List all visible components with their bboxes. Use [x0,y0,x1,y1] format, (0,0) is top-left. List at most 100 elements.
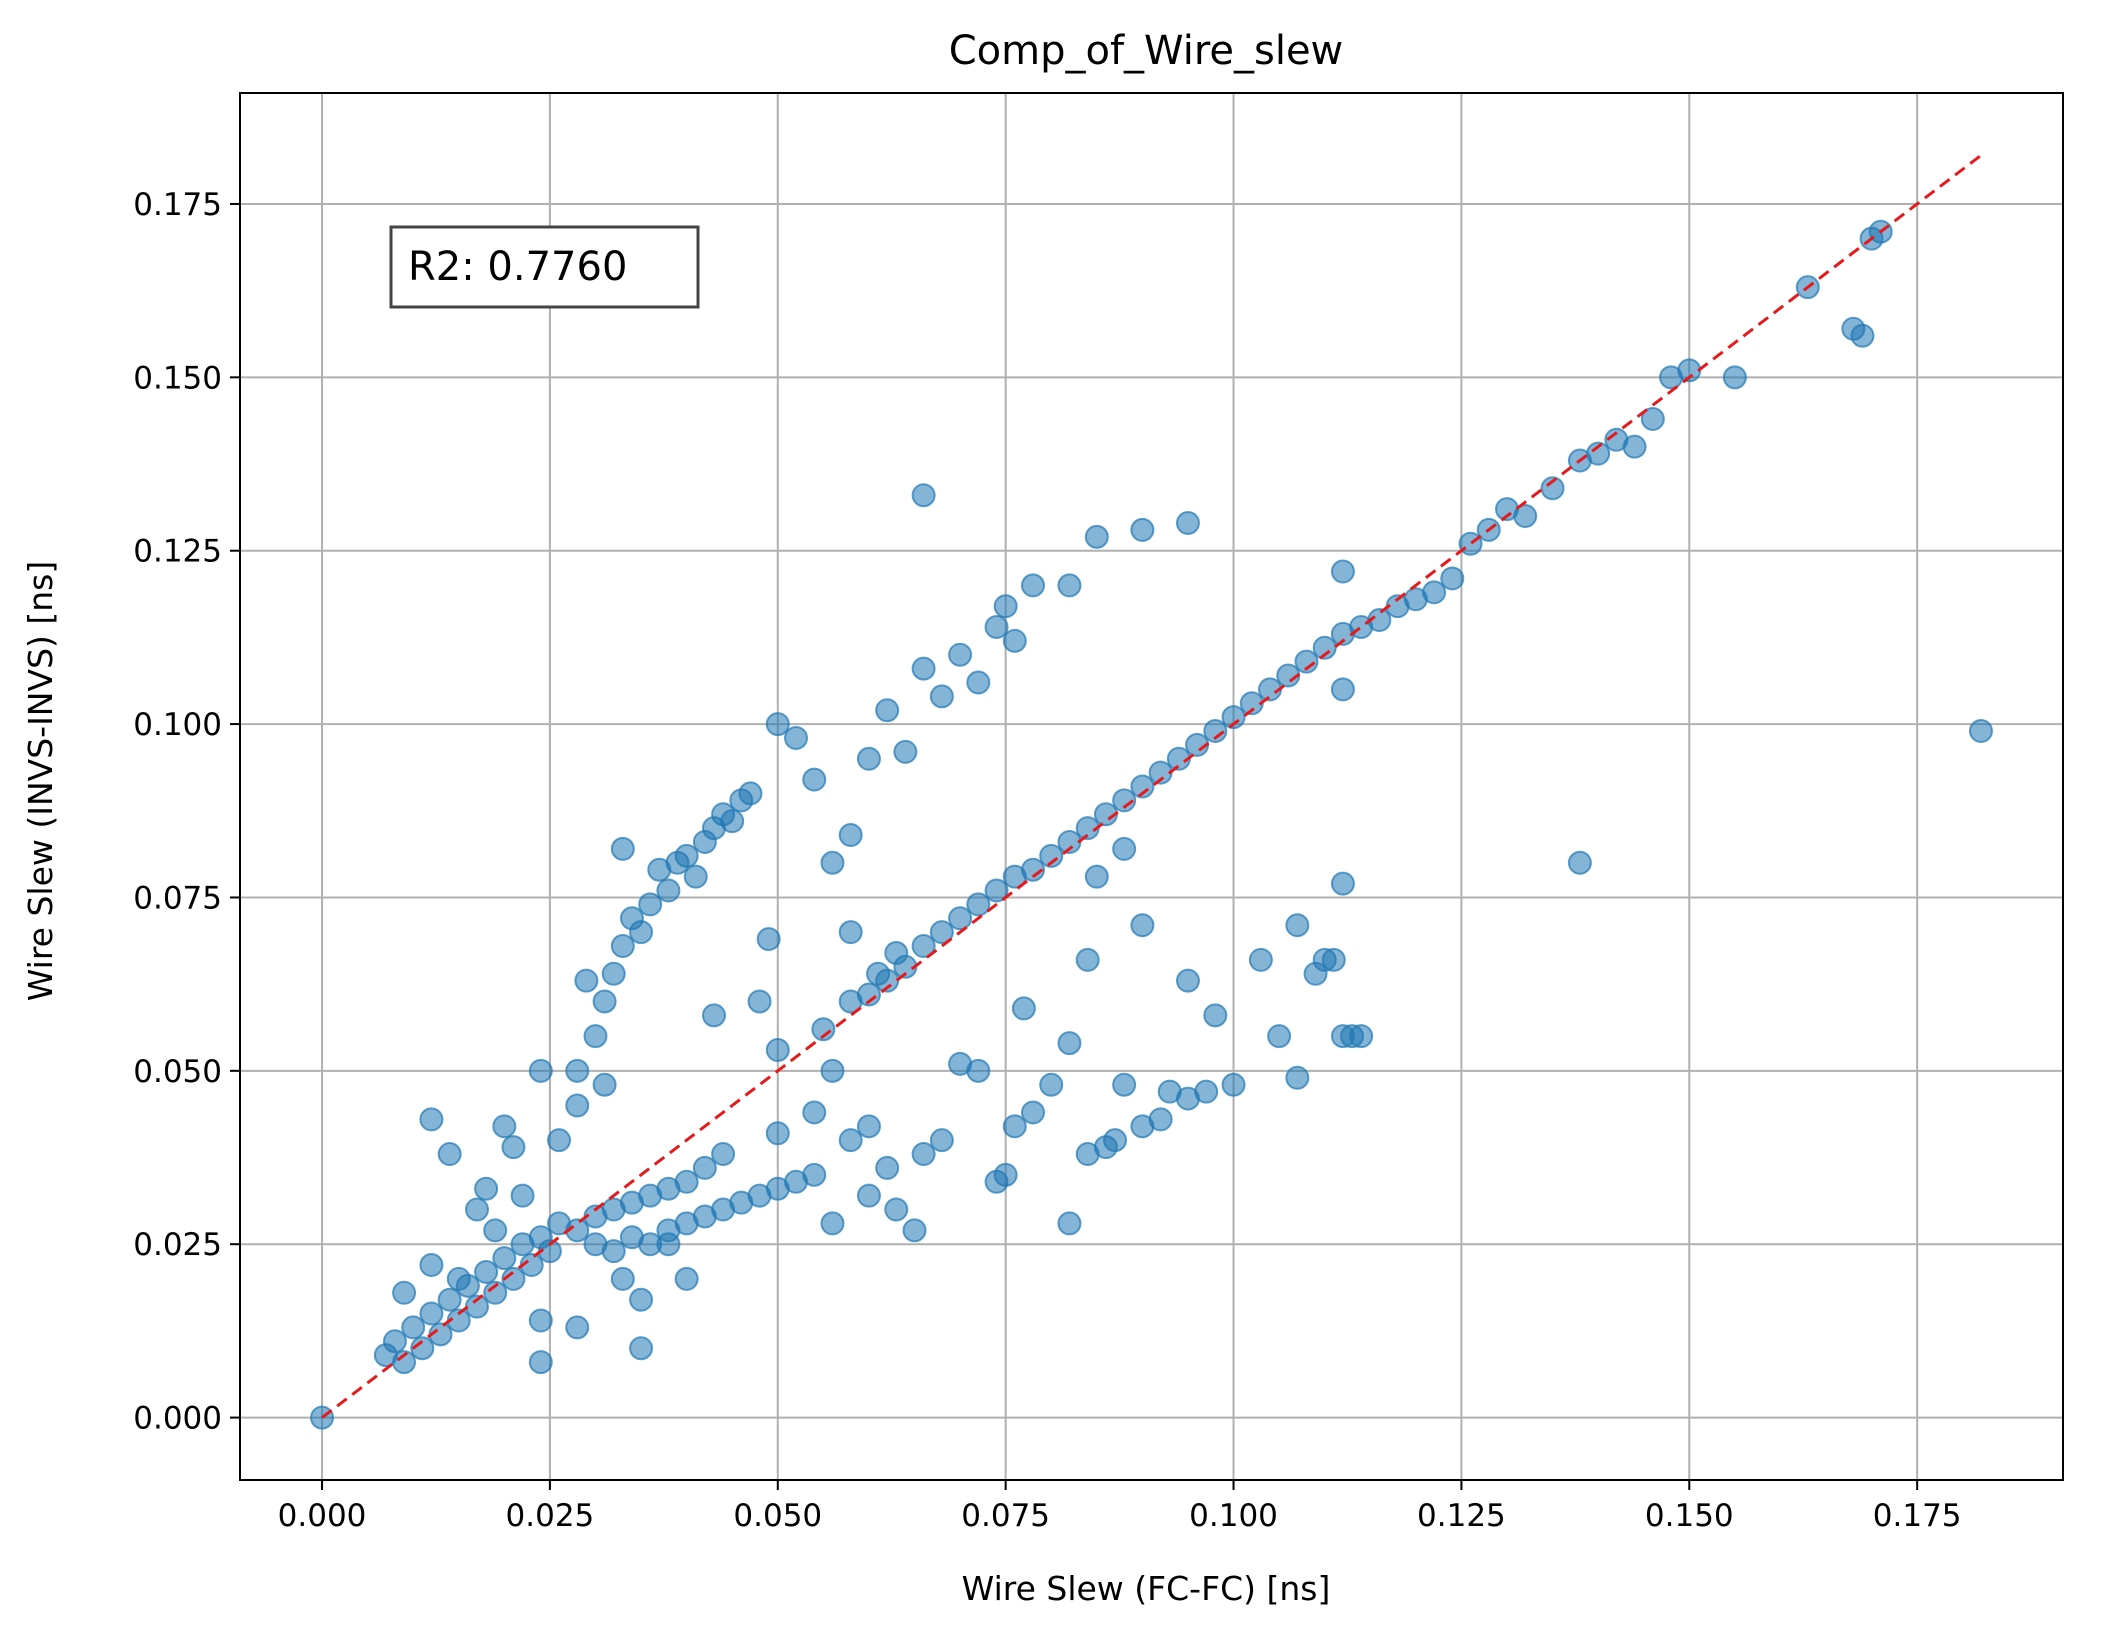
data-point [820,1211,845,1236]
data-point [1622,434,1647,459]
data-point [948,906,973,931]
y-tick-label: 0.150 [133,360,222,396]
data-point [1039,1072,1064,1097]
y-tick-label: 0.100 [133,707,222,743]
data-point [610,1266,635,1291]
y-tick-label: 0.175 [133,187,222,223]
data-point [1103,1128,1128,1153]
data-point [638,892,663,917]
data-point [993,1162,1018,1187]
data-point [1248,947,1273,972]
data-point [1194,1079,1219,1104]
data-point [601,961,626,986]
data-point [984,878,1009,903]
data-point [1130,517,1155,542]
data-point [1057,573,1082,598]
data-point [674,1169,699,1194]
data-point [547,1128,572,1153]
data-point [856,746,881,771]
data-point [483,1218,508,1243]
data-point [674,1266,699,1291]
data-point [765,1121,790,1146]
data-point [683,864,708,889]
data-point [656,1232,681,1257]
data-point [1221,1072,1246,1097]
data-point [929,1128,954,1153]
data-point [392,1280,417,1305]
data-point [802,1162,827,1187]
x-tick-label: 0.175 [1873,1498,1962,1534]
data-point [1203,719,1228,744]
data-point [802,767,827,792]
x-tick-label: 0.025 [506,1498,595,1534]
data-point [966,1058,991,1083]
data-point [1285,913,1310,938]
data-point [1422,580,1447,605]
data-point [1084,524,1109,549]
data-point [1312,635,1337,660]
data-point [765,1038,790,1063]
data-point [601,1239,626,1264]
data-point [820,850,845,875]
reference-line [321,154,1982,1419]
x-tick-label: 0.000 [278,1498,367,1534]
data-point [1130,913,1155,938]
data-point [1057,1211,1082,1236]
data-point [565,1315,590,1340]
reference-line-group [321,154,1982,1419]
data-point [1057,1031,1082,1056]
data-point [528,1058,553,1083]
data-point [629,920,654,945]
data-points [310,219,1993,1430]
data-point [1148,1107,1173,1132]
x-tick-label: 0.100 [1189,1498,1278,1534]
r2-annotation-box [389,225,700,309]
data-point [1321,947,1346,972]
data-point [674,843,699,868]
y-tick-label: 0.075 [133,880,222,916]
data-point [856,1183,881,1208]
data-point [1440,566,1465,591]
y-tick-label: 0.025 [133,1227,222,1263]
data-point [419,1253,444,1278]
data-point [875,1155,900,1180]
x-axis-title: Wire Slew (FC-FC) [ns] [962,1569,1331,1608]
data-point [629,1287,654,1312]
data-point [866,961,891,986]
data-point [1968,719,1993,744]
data-point [565,1058,590,1083]
y-tick-label: 0.050 [133,1054,222,1090]
data-point [711,1142,736,1167]
data-point [929,684,954,709]
data-point [1075,947,1100,972]
data-point [1203,1003,1228,1028]
x-tick-label: 0.125 [1417,1498,1506,1534]
data-point [948,642,973,667]
data-point [592,1072,617,1097]
data-point [446,1266,471,1291]
data-point [802,1100,827,1125]
data-point [1021,573,1046,598]
data-point [1540,476,1565,501]
data-point [574,968,599,993]
data-point [1330,559,1355,584]
data-point [784,725,809,750]
data-point [929,920,954,945]
data-point [984,614,1009,639]
r2-annotation: R2: 0.7760 [389,225,700,309]
data-point [856,1114,881,1139]
data-point [501,1266,526,1291]
data-point [1002,628,1027,653]
data-point [1586,441,1611,466]
data-point [565,1093,590,1118]
data-point [1112,836,1137,861]
plot-frame [239,92,2064,1481]
data-point [583,1024,608,1049]
chart-title: Comp_of_Wire_slew [949,28,1344,74]
data-point [720,809,745,834]
data-point [1112,1072,1137,1097]
data-point [492,1246,517,1271]
data-point [392,1350,417,1375]
data-point [492,1114,517,1139]
